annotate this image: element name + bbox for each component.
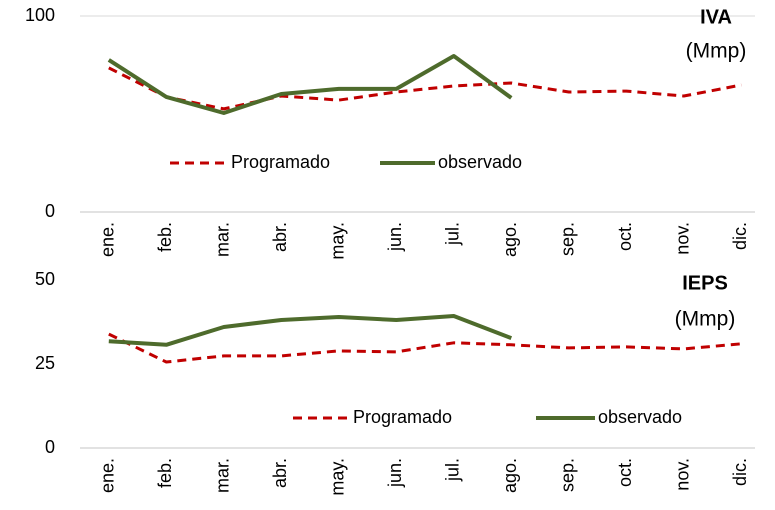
legend-label: Programado bbox=[353, 407, 452, 427]
chart-subtitle: (Mmp) bbox=[675, 308, 736, 331]
x-tick-label: abr. bbox=[270, 458, 290, 488]
x-tick-label: nov. bbox=[673, 222, 693, 255]
x-tick-label: ene. bbox=[98, 458, 118, 493]
x-tick-label: feb. bbox=[155, 458, 175, 488]
x-tick-label: ago. bbox=[500, 222, 520, 257]
x-tick-label: sep. bbox=[558, 458, 578, 492]
y-tick-label: 0 bbox=[45, 201, 55, 221]
chart-subtitle: (Mmp) bbox=[686, 40, 747, 63]
x-tick-label: ene. bbox=[98, 222, 118, 257]
x-tick-label: mar. bbox=[213, 458, 233, 493]
legend-label: observado bbox=[598, 407, 682, 427]
x-tick-label: jun. bbox=[385, 222, 405, 252]
chart-title: IVA bbox=[700, 6, 732, 28]
x-tick-label: ago. bbox=[500, 458, 520, 493]
y-tick-label: 100 bbox=[25, 5, 55, 25]
legend-label: Programado bbox=[231, 152, 330, 172]
y-tick-label: 25 bbox=[35, 353, 55, 373]
chart-title: IEPS bbox=[682, 272, 728, 294]
x-tick-label: jul. bbox=[443, 458, 463, 482]
x-tick-label: abr. bbox=[270, 222, 290, 252]
x-tick-label: dic. bbox=[730, 458, 750, 486]
x-tick-label: jun. bbox=[385, 458, 405, 488]
x-tick-label: may. bbox=[328, 458, 348, 496]
series-line bbox=[107, 54, 513, 115]
series-line bbox=[108, 332, 742, 364]
x-tick-label: sep. bbox=[558, 222, 578, 256]
y-tick-label: 50 bbox=[35, 269, 55, 289]
x-tick-label: oct. bbox=[615, 222, 635, 251]
x-tick-label: nov. bbox=[673, 458, 693, 491]
x-tick-label: may. bbox=[328, 222, 348, 260]
x-tick-label: oct. bbox=[615, 458, 635, 487]
x-tick-label: feb. bbox=[155, 222, 175, 252]
x-tick-label: jul. bbox=[443, 222, 463, 246]
x-tick-label: dic. bbox=[730, 222, 750, 250]
y-tick-label: 0 bbox=[45, 437, 55, 457]
legend-label: observado bbox=[438, 152, 522, 172]
x-tick-label: mar. bbox=[213, 222, 233, 257]
series-line bbox=[108, 66, 742, 111]
series-line bbox=[108, 314, 513, 347]
